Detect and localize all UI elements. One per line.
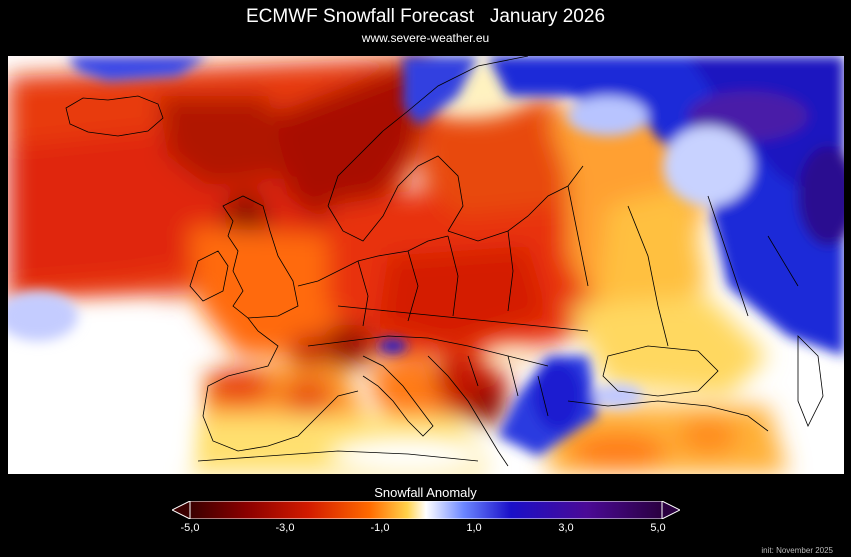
neutral-areas (8, 56, 538, 474)
positive-anomaly-areas (8, 56, 844, 456)
colorbar-tick-label: -5,0 (180, 522, 200, 534)
anomaly-map (8, 56, 844, 474)
colorbar-tick-label: 1,0 (466, 522, 482, 534)
colorbar-tick-label: -1,0 (370, 522, 390, 534)
colorbar-max-arrow (661, 500, 682, 520)
colorbar (170, 500, 682, 520)
anomaly-field (8, 56, 788, 474)
colorbar-tick-label: -3,0 (275, 522, 295, 534)
init-date: init: November 2025 (761, 546, 833, 555)
colorbar-tick-label: 5,0 (650, 522, 666, 534)
map-title: ECMWF Snowfall Forecast January 2026 (245, 6, 606, 27)
coastlines (65, 56, 824, 467)
colorbar-gradient (189, 500, 663, 520)
legend-title: Snowfall Anomaly (374, 485, 477, 500)
colorbar-svg (170, 500, 682, 520)
colorbar-tick-label: 3,0 (558, 522, 574, 534)
anomaly-map-canvas (8, 56, 844, 474)
colorbar-min-arrow (170, 500, 191, 520)
source-url[interactable]: www.severe-weather.eu (361, 31, 490, 45)
